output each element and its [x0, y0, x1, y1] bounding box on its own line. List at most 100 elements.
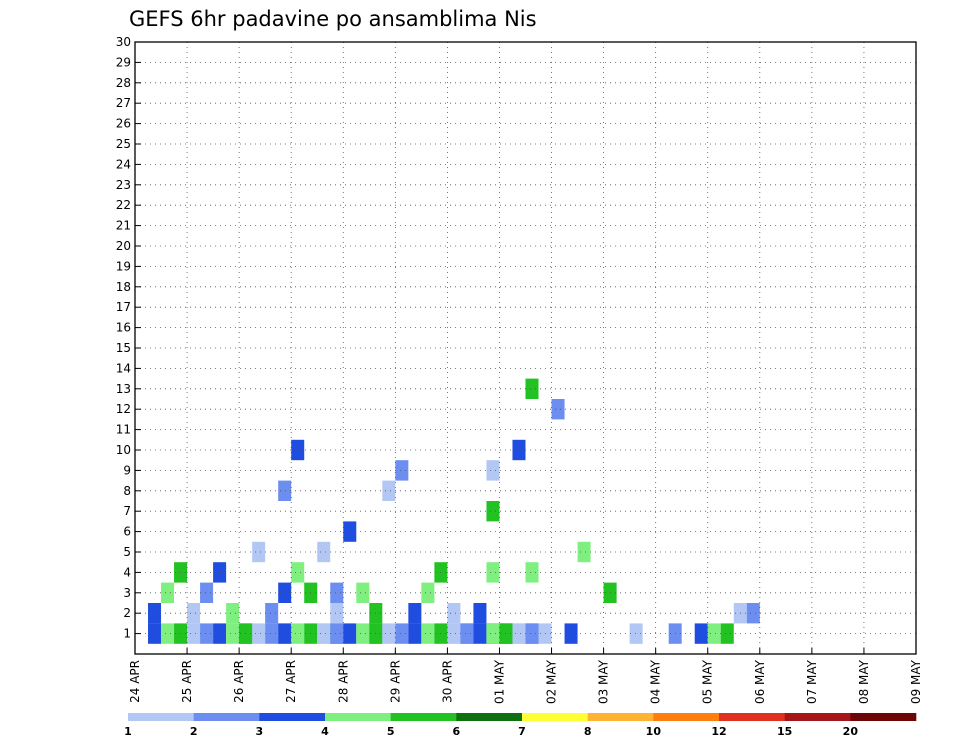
x-tick-label: 08 MAY	[857, 659, 871, 704]
x-tick-label: 07 MAY	[805, 659, 819, 704]
y-tick-label: 11	[116, 423, 131, 437]
y-tick-label: 28	[116, 76, 131, 90]
heatmap-cell	[525, 623, 539, 644]
heatmap-cell	[746, 603, 760, 624]
heatmap-cell	[291, 439, 305, 461]
heatmap-cell	[356, 582, 370, 603]
x-tick-label: 29 APR	[388, 660, 402, 703]
heatmap-cell	[486, 501, 500, 522]
heatmap-cell	[512, 439, 526, 461]
heatmap-cell	[200, 582, 214, 603]
heatmap-cell	[408, 623, 422, 644]
heatmap-cell	[330, 623, 344, 644]
heatmap-cell	[148, 623, 162, 644]
legend-swatch	[850, 713, 917, 721]
legend-swatch	[719, 713, 785, 721]
y-tick-label: 17	[116, 300, 131, 314]
heatmap-cell	[278, 582, 292, 603]
x-tick-label: 06 MAY	[753, 659, 767, 704]
y-tick-label: 4	[123, 565, 131, 579]
heatmap-cell	[200, 623, 214, 644]
x-tick-label: 03 MAY	[597, 659, 611, 704]
heatmap-cell	[291, 562, 305, 583]
heatmap-cell	[525, 378, 539, 399]
y-tick-label: 5	[123, 545, 131, 559]
heatmap-cell	[330, 603, 344, 624]
legend-label: 6	[453, 725, 461, 738]
y-tick-label: 2	[123, 606, 131, 620]
y-tick-label: 24	[116, 157, 131, 171]
heatmap-cell	[512, 623, 526, 644]
heatmap-cell	[252, 623, 266, 644]
y-tick-label: 21	[116, 219, 131, 233]
legend-swatch	[259, 713, 326, 721]
heatmap-cell	[213, 623, 227, 644]
y-tick-label: 14	[116, 361, 131, 375]
y-tick-label: 3	[123, 586, 131, 600]
legend-swatch	[653, 713, 720, 721]
x-axis-ticks: 24 APR 25 APR 26 APR 27 APR 28 APR 29 APR 30 A…	[128, 648, 923, 704]
heatmap-cell	[447, 603, 461, 624]
y-tick-label: 15	[116, 341, 131, 355]
x-tick-label: 05 MAY	[701, 659, 715, 704]
y-tick-label: 22	[116, 198, 131, 212]
legend-swatch	[522, 713, 588, 721]
y-tick-label: 16	[116, 321, 131, 335]
y-tick-label: 8	[123, 484, 131, 498]
legend-label: 10	[646, 725, 662, 738]
heatmap-cell	[525, 562, 539, 583]
x-tick-label: 24 APR	[128, 660, 142, 703]
legend-swatch	[128, 713, 194, 721]
y-tick-label: 27	[116, 96, 131, 110]
heatmap-cell	[486, 623, 500, 644]
legend-label: 7	[518, 725, 526, 738]
heatmap-cell	[460, 623, 474, 644]
heatmap-cell	[148, 603, 162, 624]
legend-label: 1	[124, 725, 132, 738]
legend-label: 15	[777, 725, 792, 738]
legend-label: 5	[387, 725, 395, 738]
heatmap-cell	[330, 582, 344, 603]
heatmap-cell	[473, 603, 487, 624]
legend-swatch	[784, 713, 851, 721]
heatmap-cell	[486, 562, 500, 583]
chart-title: GEFS 6hr padavine po ansamblima Nis	[129, 7, 537, 31]
legend-swatch	[325, 713, 391, 721]
heatmap-cell	[564, 623, 578, 644]
heatmap-cell	[395, 460, 409, 481]
heatmap-cell	[265, 623, 279, 644]
heatmap-cell	[577, 541, 591, 563]
legend-swatch	[456, 713, 523, 721]
y-tick-label: 13	[116, 382, 131, 396]
x-tick-label: 26 APR	[232, 660, 246, 703]
heatmap-cell	[265, 603, 279, 624]
x-tick-label: 28 APR	[336, 660, 350, 703]
heatmap-cell	[226, 623, 240, 644]
heatmap-cell	[551, 399, 565, 420]
heatmap-cell	[213, 562, 227, 583]
x-tick-label: 04 MAY	[649, 659, 663, 704]
heatmap-cell	[694, 623, 708, 644]
x-tick-label: 27 APR	[284, 660, 298, 703]
heatmap-cell	[421, 623, 435, 644]
legend-swatch	[193, 713, 260, 721]
heatmap-cell	[161, 623, 175, 644]
heatmap-cell	[252, 541, 266, 563]
x-tick-label: 09 MAY	[909, 659, 923, 704]
y-axis-ticks: 1234567891011121314151617181920212223242…	[116, 35, 141, 641]
heatmap-cell	[395, 623, 409, 644]
heatmap-cell	[161, 582, 175, 603]
heatmap-cell	[720, 623, 734, 644]
legend-label: 20	[843, 725, 859, 738]
heatmap-cell	[291, 623, 305, 644]
y-tick-label: 25	[116, 137, 131, 151]
y-tick-label: 20	[116, 239, 131, 253]
heatmap-cell	[317, 541, 331, 563]
y-tick-label: 1	[123, 627, 131, 641]
legend-label: 4	[321, 725, 329, 738]
heatmap-cell	[382, 480, 396, 501]
color-legend: 1 2 3 4 5 6 7 8 10 12 15 20	[124, 713, 917, 738]
y-tick-label: 23	[116, 178, 131, 192]
heatmap-cell	[187, 623, 201, 644]
